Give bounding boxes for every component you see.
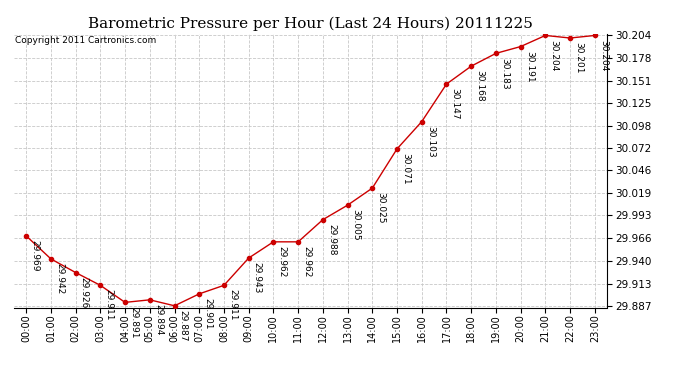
Text: 29.891: 29.891 (129, 306, 138, 338)
Text: 30.168: 30.168 (475, 70, 484, 102)
Text: 29.969: 29.969 (30, 240, 39, 272)
Text: 30.103: 30.103 (426, 126, 435, 158)
Text: 30.147: 30.147 (451, 88, 460, 120)
Text: 30.025: 30.025 (377, 192, 386, 224)
Text: 29.943: 29.943 (253, 262, 262, 294)
Text: 29.911: 29.911 (104, 290, 113, 321)
Text: 29.942: 29.942 (55, 263, 64, 294)
Text: 29.911: 29.911 (228, 290, 237, 321)
Text: 29.901: 29.901 (204, 298, 213, 330)
Text: 29.926: 29.926 (80, 277, 89, 308)
Text: 29.988: 29.988 (327, 224, 336, 255)
Text: 30.204: 30.204 (599, 40, 608, 71)
Text: 29.887: 29.887 (179, 310, 188, 342)
Text: 30.005: 30.005 (352, 209, 361, 241)
Text: 30.191: 30.191 (525, 51, 534, 82)
Text: 29.894: 29.894 (154, 304, 163, 335)
Title: Barometric Pressure per Hour (Last 24 Hours) 20111225: Barometric Pressure per Hour (Last 24 Ho… (88, 17, 533, 31)
Text: Copyright 2011 Cartronics.com: Copyright 2011 Cartronics.com (15, 36, 156, 45)
Text: 30.183: 30.183 (500, 57, 509, 89)
Text: 29.962: 29.962 (302, 246, 311, 278)
Text: 29.962: 29.962 (277, 246, 286, 278)
Text: 30.201: 30.201 (574, 42, 583, 74)
Text: 30.071: 30.071 (401, 153, 410, 184)
Text: 30.204: 30.204 (549, 40, 558, 71)
